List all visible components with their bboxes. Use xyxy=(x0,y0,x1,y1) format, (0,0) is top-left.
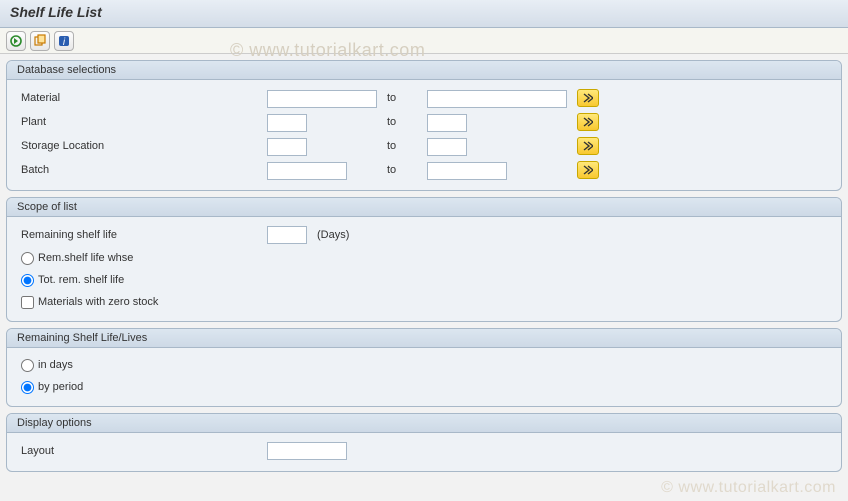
group-title-db: Database selections xyxy=(7,61,841,80)
label-remaining-shelf-life: Remaining shelf life xyxy=(17,229,267,241)
arrow-right-icon xyxy=(583,117,593,127)
batch-multiselect-button[interactable] xyxy=(577,161,599,179)
info-button[interactable]: i xyxy=(54,31,74,51)
row-layout: Layout xyxy=(17,439,831,463)
material-from-input[interactable] xyxy=(267,90,377,108)
to-label-batch: to xyxy=(387,164,427,176)
to-label-plant: to xyxy=(387,116,427,128)
group-database-selections: Database selections Material to Plant to… xyxy=(6,60,842,191)
label-storage: Storage Location xyxy=(17,140,267,152)
arrow-right-icon xyxy=(583,93,593,103)
row-batch: Batch to xyxy=(17,158,831,182)
storage-from-input[interactable] xyxy=(267,138,307,156)
material-to-input[interactable] xyxy=(427,90,567,108)
storage-to-input[interactable] xyxy=(427,138,467,156)
group-title-display: Display options xyxy=(7,414,841,433)
radio-in-days-label: in days xyxy=(38,359,73,371)
execute-button[interactable] xyxy=(6,31,26,51)
to-label-material: to xyxy=(387,92,427,104)
arrow-right-icon xyxy=(583,165,593,175)
radio-rem-whse[interactable]: Rem.shelf life whse xyxy=(17,247,831,269)
content-area: Database selections Material to Plant to… xyxy=(0,54,848,484)
radio-by-period[interactable]: by period xyxy=(17,376,831,398)
title-bar: Shelf Life List xyxy=(0,0,848,28)
group-title-remaining: Remaining Shelf Life/Lives xyxy=(7,329,841,348)
row-material: Material to xyxy=(17,86,831,110)
info-icon: i xyxy=(57,34,71,48)
batch-from-input[interactable] xyxy=(267,162,347,180)
group-remaining-shelf-life: Remaining Shelf Life/Lives in days by pe… xyxy=(6,328,842,407)
checkbox-zero-stock-label: Materials with zero stock xyxy=(38,296,158,308)
layout-input[interactable] xyxy=(267,442,347,460)
radio-tot-rem-input[interactable] xyxy=(21,274,34,287)
row-storage: Storage Location to xyxy=(17,134,831,158)
group-title-scope: Scope of list xyxy=(7,198,841,217)
label-plant: Plant xyxy=(17,116,267,128)
remaining-shelf-life-input[interactable] xyxy=(267,226,307,244)
variant-icon xyxy=(33,34,47,48)
plant-multiselect-button[interactable] xyxy=(577,113,599,131)
checkbox-zero-stock[interactable]: Materials with zero stock xyxy=(17,291,831,313)
radio-in-days-input[interactable] xyxy=(21,359,34,372)
to-label-storage: to xyxy=(387,140,427,152)
row-plant: Plant to xyxy=(17,110,831,134)
arrow-right-icon xyxy=(583,141,593,151)
group-scope-of-list: Scope of list Remaining shelf life (Days… xyxy=(6,197,842,322)
radio-by-period-label: by period xyxy=(38,381,83,393)
material-multiselect-button[interactable] xyxy=(577,89,599,107)
radio-tot-rem[interactable]: Tot. rem. shelf life xyxy=(17,269,831,291)
batch-to-input[interactable] xyxy=(427,162,507,180)
radio-rem-whse-input[interactable] xyxy=(21,252,34,265)
toolbar: i xyxy=(0,28,848,54)
variant-button[interactable] xyxy=(30,31,50,51)
label-material: Material xyxy=(17,92,267,104)
radio-rem-whse-label: Rem.shelf life whse xyxy=(38,252,133,264)
label-layout: Layout xyxy=(17,445,267,457)
plant-from-input[interactable] xyxy=(267,114,307,132)
radio-by-period-input[interactable] xyxy=(21,381,34,394)
radio-tot-rem-label: Tot. rem. shelf life xyxy=(38,274,124,286)
group-display-options: Display options Layout xyxy=(6,413,842,472)
plant-to-input[interactable] xyxy=(427,114,467,132)
label-days: (Days) xyxy=(317,229,349,241)
checkbox-zero-stock-input[interactable] xyxy=(21,296,34,309)
storage-multiselect-button[interactable] xyxy=(577,137,599,155)
radio-in-days[interactable]: in days xyxy=(17,354,831,376)
page-title: Shelf Life List xyxy=(10,4,838,20)
execute-icon xyxy=(9,34,23,48)
label-batch: Batch xyxy=(17,164,267,176)
row-remaining-shelf-life: Remaining shelf life (Days) xyxy=(17,223,831,247)
